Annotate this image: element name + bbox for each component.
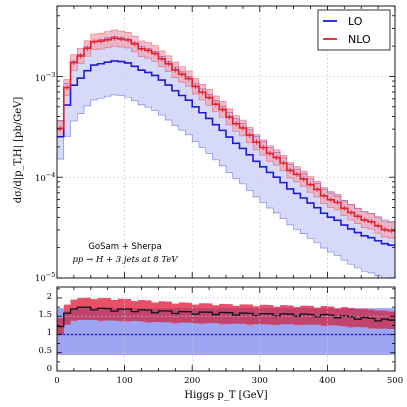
main-y-ticks	[56, 5, 396, 279]
legend-lo-label: LO	[348, 15, 363, 28]
x-tick-0: 0	[54, 376, 59, 386]
ratio-y-tick-2.0: 2	[47, 292, 52, 302]
ratio-y-tick-1.0: 1	[47, 328, 52, 338]
nlo-band-upper-edge	[57, 29, 395, 223]
y-tick-label-1e-4: 10−4	[35, 171, 55, 184]
ratio-nlo-line	[57, 306, 395, 328]
annotation-generator: GoSam + Sherpa	[88, 242, 161, 252]
legend: LO NLO	[317, 9, 391, 51]
nlo-band-lower-edge	[57, 45, 395, 239]
ratio-panel: 2 1.5 1 0.5 0 0 100 200 300 400 500 Higg…	[38, 286, 403, 401]
x-tick-400: 400	[319, 376, 335, 386]
lo-band-lower-edge	[57, 94, 382, 278]
ratio-y-tick-0.5: 0.5	[38, 346, 52, 356]
main-panel: 10−3 10−4 10−5 dσ/d|p_T,H| [pb/GeV] LO N…	[13, 5, 396, 284]
lo-uncertainty-band	[57, 36, 395, 278]
x-tick-200: 200	[184, 376, 200, 386]
legend-nlo-label: NLO	[348, 33, 371, 46]
annotation-process: pp → H + 3 jets at 8 TeV	[72, 255, 178, 265]
lo-series-line	[57, 60, 395, 246]
x-axis-title: Higgs p_T [GeV]	[184, 390, 267, 401]
main-y-axis-title: dσ/d|p_T,H| [pb/GeV]	[13, 97, 24, 204]
ratio-y-tick-0.0: 0	[47, 364, 52, 374]
x-tick-500: 500	[387, 376, 403, 386]
y-tick-label-1e-5: 10−5	[35, 271, 55, 284]
ratio-ticks	[56, 287, 396, 372]
y-tick-label-1e-3: 10−3	[35, 71, 55, 84]
x-tick-300: 300	[252, 376, 268, 386]
x-tick-100: 100	[116, 376, 132, 386]
ratio-y-tick-1.5: 1.5	[38, 310, 52, 320]
legend-box	[317, 9, 391, 51]
